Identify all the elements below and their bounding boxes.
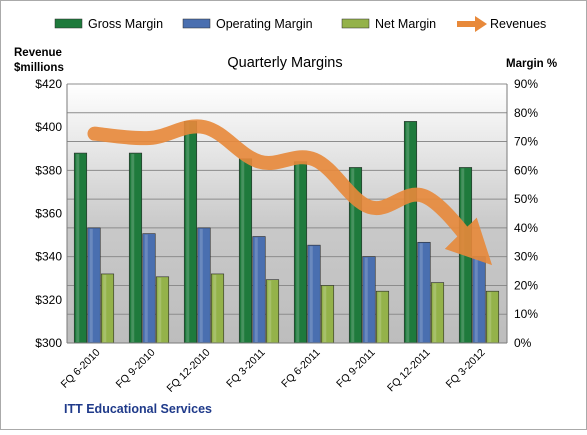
bar-highlight	[268, 281, 271, 342]
right-tick-label: 10%	[514, 307, 538, 321]
bar-gross-margin	[459, 167, 472, 343]
left-tick-label: $320	[35, 293, 62, 307]
bar-highlight	[145, 235, 148, 342]
left-tick-label: $300	[35, 336, 62, 350]
left-axis-title-line2: $millions	[14, 62, 64, 74]
bar-highlight	[131, 154, 134, 342]
bar-operating-margin	[88, 228, 101, 343]
bar-net-margin	[211, 274, 224, 343]
bar-highlight	[103, 275, 106, 342]
legend-label-net-margin: Net Margin	[375, 17, 436, 31]
legend-swatch-net-margin	[342, 19, 369, 28]
bar-net-margin	[266, 280, 279, 343]
bar-gross-margin	[294, 162, 307, 343]
bar-gross-margin	[184, 121, 197, 343]
bar-net-margin	[156, 277, 169, 343]
bar-highlight	[365, 258, 368, 342]
legend-label-operating-margin: Operating Margin	[216, 17, 313, 31]
bar-operating-margin	[143, 234, 156, 343]
right-tick-label: 30%	[514, 250, 538, 264]
bar-operating-margin	[253, 237, 266, 343]
right-tick-label: 40%	[514, 221, 538, 235]
right-tick-label: 0%	[514, 336, 532, 350]
chart-title: Quarterly Margins	[227, 55, 342, 71]
right-tick-label: 20%	[514, 278, 538, 292]
bar-highlight	[296, 163, 299, 342]
bar-highlight	[310, 246, 313, 342]
bar-highlight	[323, 286, 326, 342]
bar-highlight	[461, 168, 464, 342]
right-tick-label: 80%	[514, 106, 538, 120]
bar-highlight	[420, 243, 423, 342]
bar-operating-margin	[473, 257, 486, 343]
legend-swatch-operating-margin	[183, 19, 210, 28]
bar-operating-margin	[308, 245, 321, 343]
bar-net-margin	[321, 285, 334, 343]
legend-label-revenues: Revenues	[490, 17, 546, 31]
bar-highlight	[378, 292, 381, 342]
bar-highlight	[433, 284, 436, 342]
left-tick-label: $380	[35, 163, 62, 177]
right-tick-label: 50%	[514, 192, 538, 206]
bar-highlight	[475, 258, 478, 342]
bar-gross-margin	[239, 159, 252, 343]
bar-highlight	[255, 238, 258, 342]
left-tick-label: $340	[35, 250, 62, 264]
bar-net-margin	[486, 291, 499, 343]
left-tick-label: $400	[35, 120, 62, 134]
bar-highlight	[76, 154, 79, 342]
bar-highlight	[158, 278, 161, 342]
legend-label-gross-margin: Gross Margin	[88, 17, 163, 31]
left-axis-title-line1: Revenue	[14, 47, 62, 59]
bar-highlight	[186, 122, 189, 342]
bar-net-margin	[431, 283, 444, 343]
bar-net-margin	[376, 291, 389, 343]
left-tick-label: $420	[35, 77, 62, 91]
bar-operating-margin	[198, 228, 211, 343]
left-tick-label: $360	[35, 207, 62, 221]
bar-highlight	[200, 229, 203, 342]
bar-highlight	[90, 229, 93, 342]
right-tick-label: 70%	[514, 135, 538, 149]
bar-operating-margin	[418, 242, 431, 343]
bar-highlight	[488, 292, 491, 342]
bar-gross-margin	[129, 153, 142, 343]
bar-highlight	[406, 122, 409, 342]
bar-operating-margin	[363, 257, 376, 343]
right-axis-title: Margin %	[506, 58, 557, 70]
legend-swatch-gross-margin	[55, 19, 82, 28]
bar-net-margin	[101, 274, 114, 343]
bar-gross-margin	[74, 153, 87, 343]
right-tick-label: 90%	[514, 77, 538, 91]
bar-gross-margin	[404, 121, 417, 343]
footer-company-name: ITT Educational Services	[64, 402, 212, 416]
bar-highlight	[213, 275, 216, 342]
right-tick-label: 60%	[514, 163, 538, 177]
bar-highlight	[241, 160, 244, 342]
